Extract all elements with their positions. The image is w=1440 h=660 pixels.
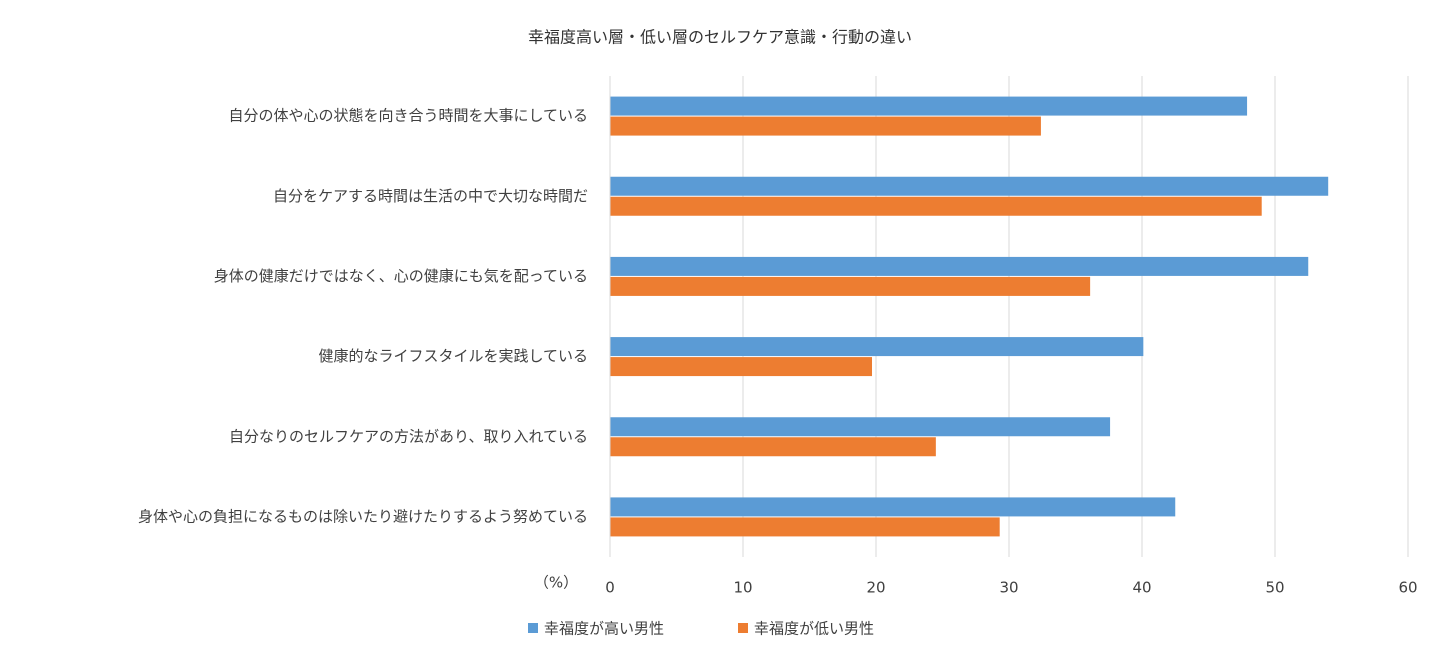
y-tick-label: 身体の健康だけではなく、心の健康にも気を配っている bbox=[214, 267, 588, 285]
x-tick-label: 30 bbox=[999, 579, 1018, 597]
bar bbox=[610, 357, 873, 377]
y-tick-label: 自分なりのセルフケアの方法があり、取り入れている bbox=[229, 427, 588, 445]
bar bbox=[610, 517, 1000, 537]
x-tick-label: 20 bbox=[866, 579, 885, 597]
legend-label: 幸福度が低い男性 bbox=[754, 620, 874, 638]
bar bbox=[610, 437, 936, 457]
x-tick-label: 0 bbox=[605, 579, 615, 597]
y-tick-label: 自分をケアする時間は生活の中で大切な時間だ bbox=[273, 187, 588, 205]
chart-title: 幸福度高い層・低い層のセルフケア意識・行動の違い bbox=[528, 28, 912, 47]
bar bbox=[610, 256, 1309, 276]
y-tick-label: 身体や心の負担になるものは除いたり避けたりするよう努めている bbox=[138, 507, 588, 525]
axis-unit-label: （%） bbox=[534, 574, 578, 592]
bar bbox=[610, 116, 1041, 136]
bar bbox=[610, 276, 1091, 296]
bar bbox=[610, 417, 1111, 437]
x-tick-label: 50 bbox=[1265, 579, 1284, 597]
bar bbox=[610, 96, 1248, 116]
y-tick-label: 自分の体や心の状態を向き合う時間を大事にしている bbox=[228, 107, 588, 125]
y-tick-label: 健康的なライフスタイルを実践している bbox=[318, 347, 588, 365]
legend-swatch bbox=[528, 623, 538, 633]
x-tick-label: 40 bbox=[1132, 579, 1151, 597]
x-tick-label: 60 bbox=[1398, 579, 1417, 597]
bar bbox=[610, 497, 1176, 517]
bar bbox=[610, 337, 1144, 357]
bar bbox=[610, 176, 1329, 196]
legend-swatch bbox=[738, 623, 748, 633]
legend-label: 幸福度が高い男性 bbox=[544, 620, 664, 638]
x-tick-label: 10 bbox=[733, 579, 752, 597]
bar bbox=[610, 196, 1262, 216]
